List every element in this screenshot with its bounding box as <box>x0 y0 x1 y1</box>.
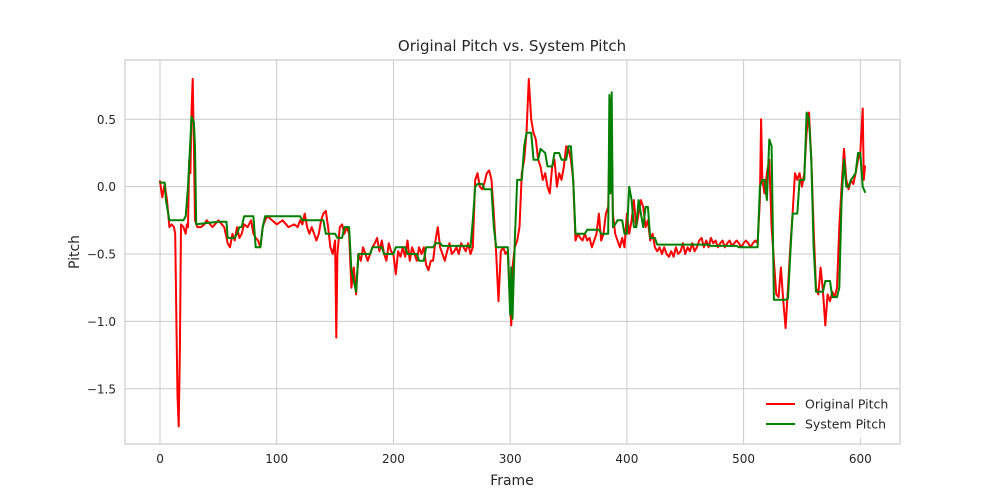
y-axis-label: Pitch <box>67 235 83 269</box>
x-tick-label: 600 <box>849 452 872 466</box>
x-tick-label: 200 <box>382 452 405 466</box>
y-tick-label: −1.0 <box>87 315 116 329</box>
plot-frame <box>124 59 901 445</box>
tick-labels: 0 100 200 300 400 500 600 −1.5 −1.0 −0.5 0.0 0.5 <box>87 113 872 466</box>
x-axis-label: Frame <box>490 473 534 489</box>
legend: Original Pitch System Pitch <box>757 390 893 438</box>
x-tick-label: 300 <box>499 452 522 466</box>
x-tick-label: 0 <box>156 452 164 466</box>
series-layer <box>159 77 866 428</box>
x-tick-label: 500 <box>732 452 755 466</box>
y-tick-label: −1.5 <box>87 382 116 396</box>
legend-label-system: System Pitch <box>805 417 886 432</box>
legend-label-original: Original Pitch <box>805 397 888 412</box>
y-tick-label: 0.5 <box>97 113 116 127</box>
y-tick-label: 0.0 <box>97 180 116 194</box>
x-tick-label: 100 <box>265 452 288 466</box>
y-tick-label: −0.5 <box>87 248 116 262</box>
series-line-system-pitch <box>159 91 866 320</box>
x-tick-label: 400 <box>615 452 638 466</box>
legend-box <box>757 390 893 438</box>
chart-title: Original Pitch vs. System Pitch <box>398 37 626 55</box>
